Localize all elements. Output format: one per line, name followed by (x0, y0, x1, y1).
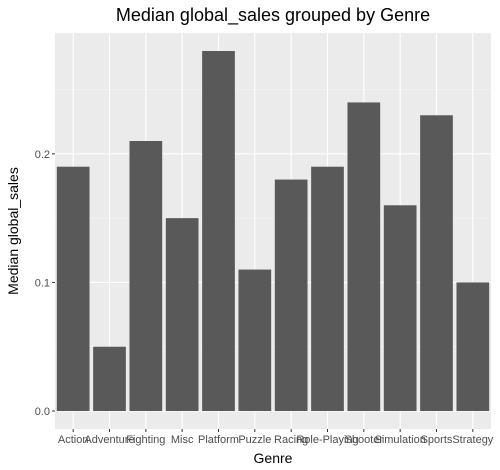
bar-misc (165, 218, 199, 411)
bars (56, 51, 490, 412)
y-tick-label: 0.2 (35, 149, 50, 161)
x-tick-label: Misc (171, 434, 194, 446)
y-axis: 0.0 0.1 0.2 (35, 149, 55, 418)
plot-panel (55, 33, 491, 429)
bar-action (56, 166, 90, 411)
x-tick-label: Strategy (452, 434, 493, 446)
bar-fighting (129, 141, 163, 411)
x-tick-label: Fighting (126, 434, 165, 446)
x-tick-label: Action (58, 434, 89, 446)
y-tick-label: 0.0 (35, 406, 50, 418)
bar-strategy (456, 282, 490, 411)
minor-grid (55, 89, 491, 348)
y-tick-label: 0.1 (35, 277, 50, 289)
bar-shooter (347, 102, 381, 411)
x-tick-label: Sports (421, 434, 453, 446)
x-tick-label: Shooter (345, 434, 384, 446)
x-axis-title: Genre (254, 450, 293, 466)
x-tick-label: Racing (274, 434, 308, 446)
bar-adventure (93, 346, 126, 411)
y-axis-title: Median global_sales (5, 167, 21, 295)
bar-sports (420, 115, 453, 412)
x-tick-label: Adventure (84, 434, 134, 446)
chart-title: Median global_sales grouped by Genre (116, 5, 430, 26)
bar-role-playing (311, 166, 344, 411)
bar-platform (202, 51, 235, 411)
bar-simulation (383, 205, 417, 411)
x-tick-label: Role-Playing (296, 434, 358, 446)
bar-puzzle (238, 269, 272, 411)
x-tick-label: Puzzle (238, 434, 271, 446)
x-tick-label: Platform (198, 434, 239, 446)
x-tick-label: Simulation (374, 434, 425, 446)
bar-racing (274, 179, 308, 411)
